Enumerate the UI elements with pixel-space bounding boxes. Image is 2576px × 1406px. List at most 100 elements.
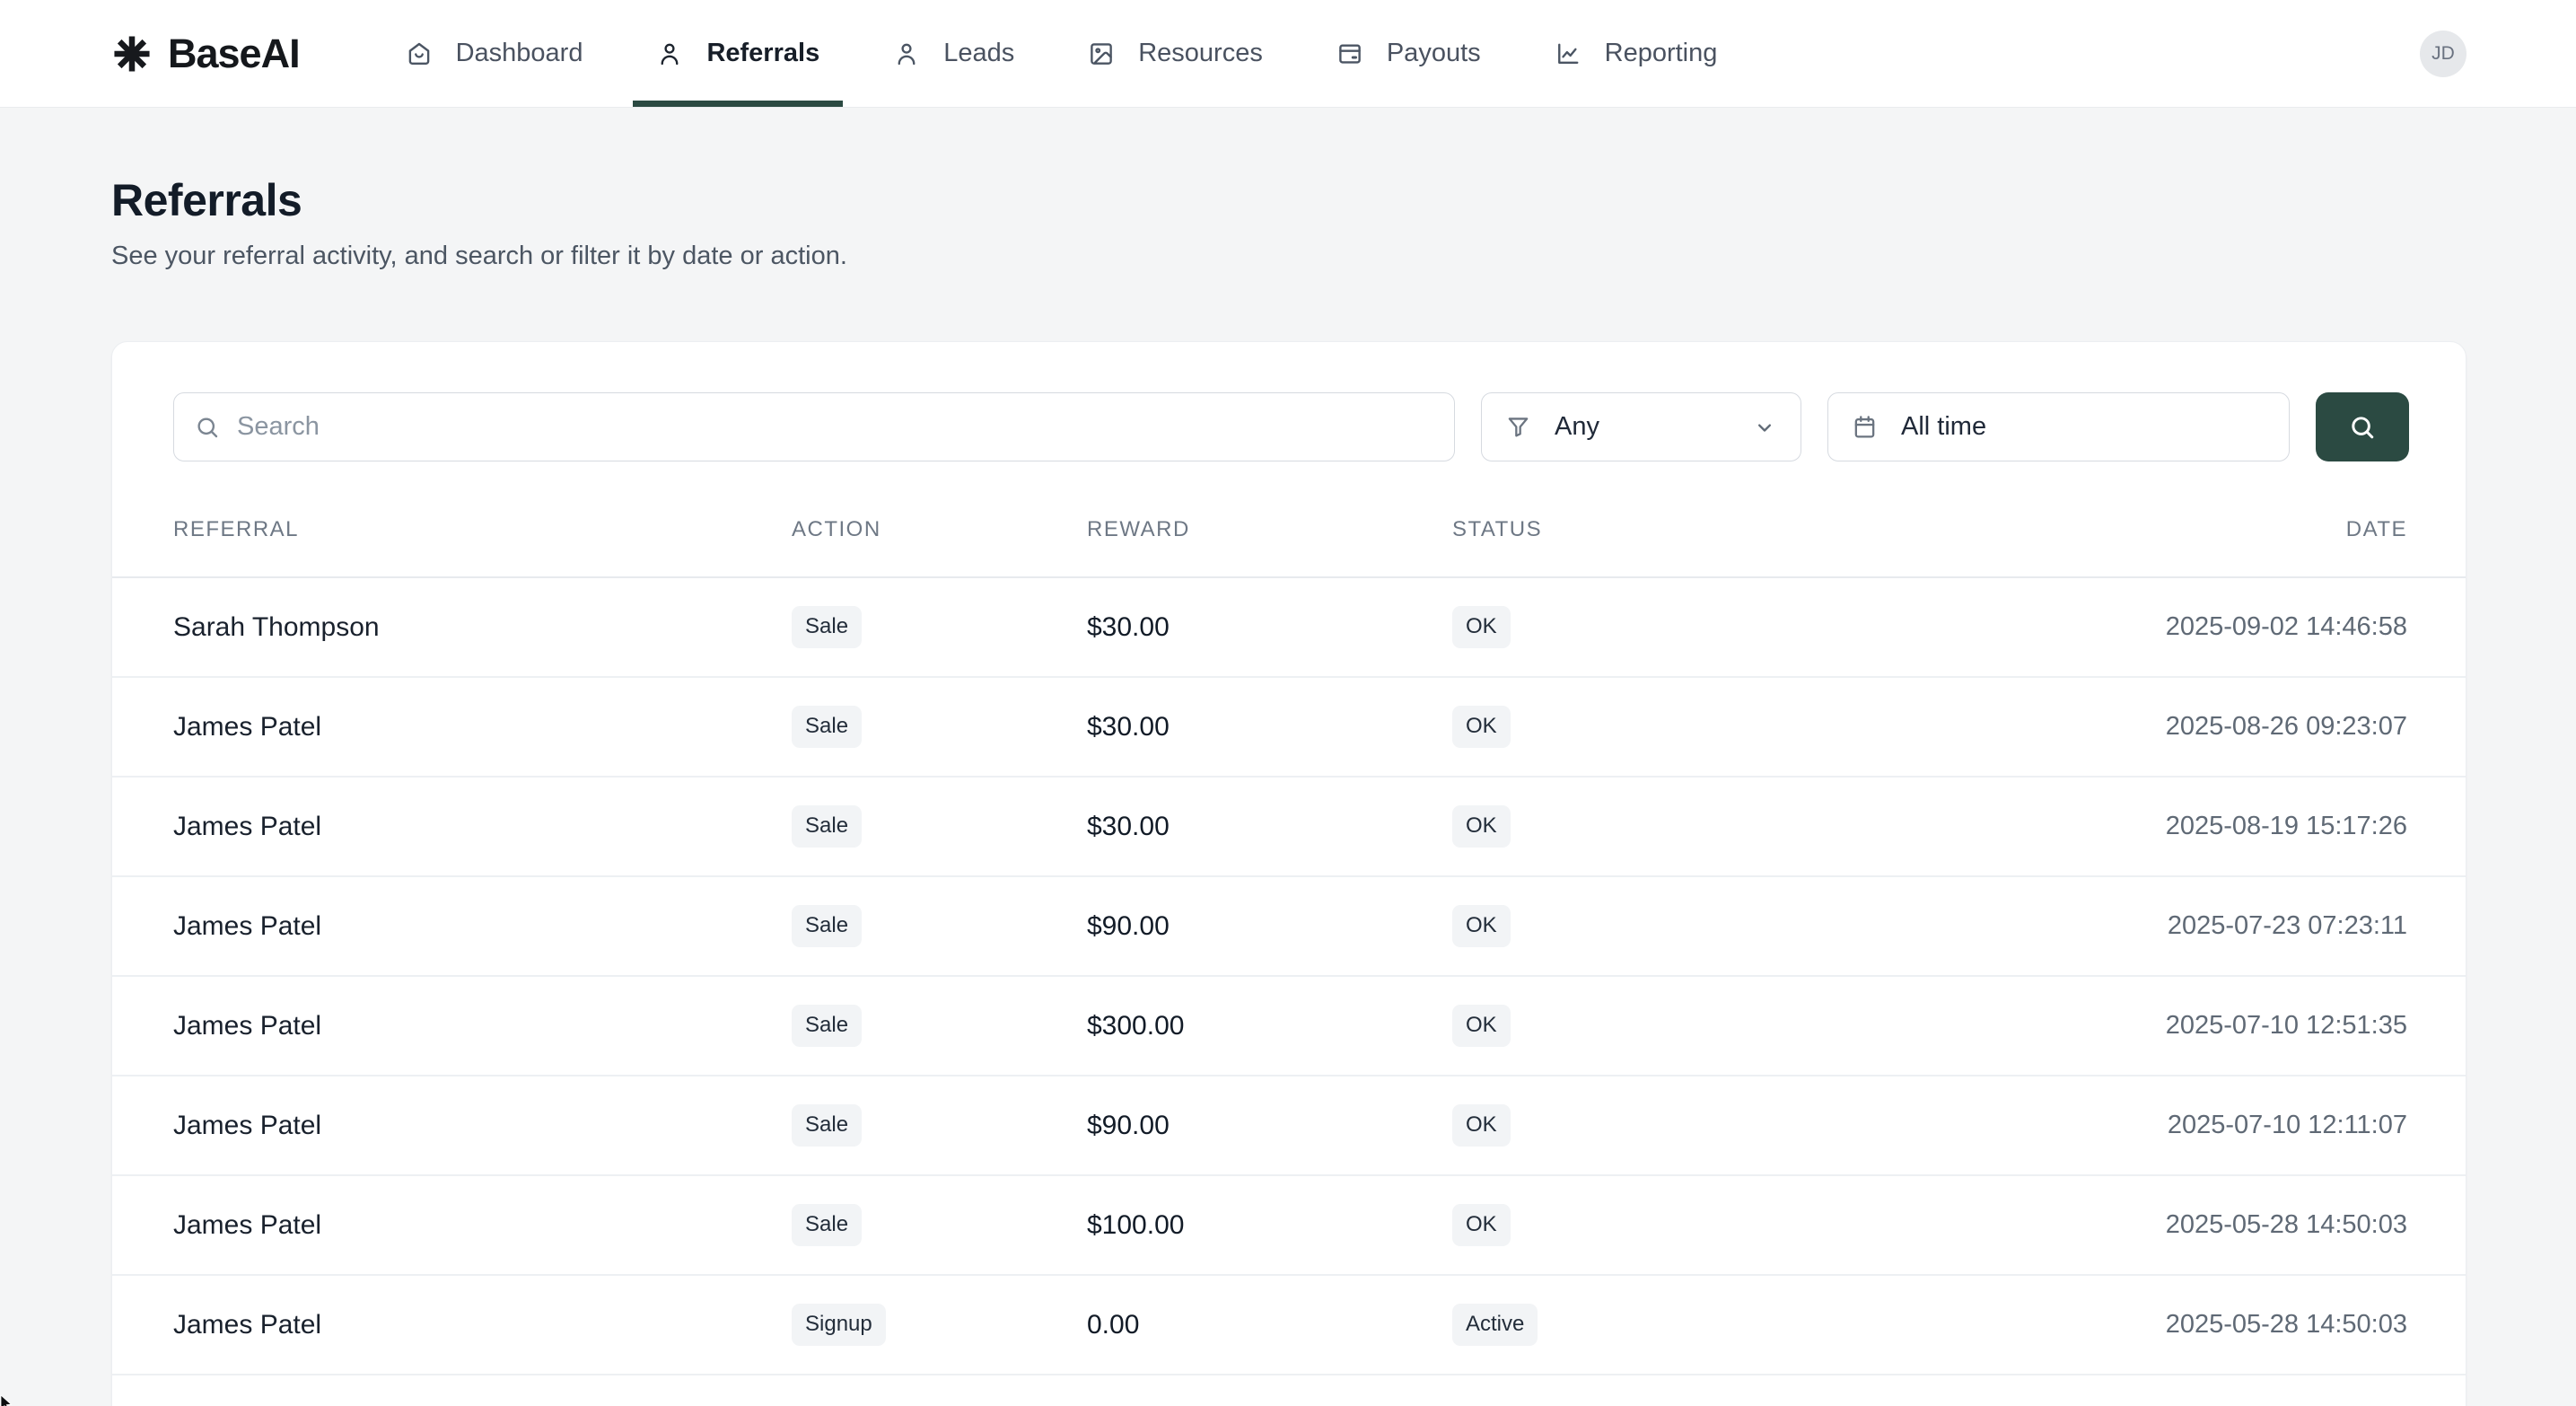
date-cell: 2025-05-28 14:50:03 (2165, 1310, 2407, 1339)
status-cell: OK (1452, 706, 2166, 748)
date-filter-select[interactable]: All time (1827, 392, 2290, 461)
table-row: James Patel Sale $30.00 OK 2025-08-19 15… (112, 778, 2466, 877)
action-cell: Sale (792, 706, 1087, 748)
date-filter-value: All time (1901, 412, 1987, 441)
action-cell: Sale (792, 1005, 1087, 1047)
date-cell: 2025-08-19 15:17:26 (2165, 812, 2407, 840)
status-badge: OK (1452, 1104, 1511, 1147)
main-nav: Dashboard Referrals Leads Resources (382, 0, 1741, 107)
action-badge: Sale (792, 706, 863, 748)
action-cell: Sale (792, 1204, 1087, 1246)
table-row: James Patel Sale $300.00 OK 2025-07-10 1… (112, 977, 2466, 1076)
search-box (173, 392, 1455, 461)
reward-cell: $100.00 (1087, 1209, 1185, 1240)
nav-label: Payouts (1386, 39, 1481, 67)
nav-item-dashboard[interactable]: Dashboard (382, 0, 607, 107)
nav-item-reporting[interactable]: Reporting (1531, 0, 1741, 107)
page-title: Referrals (111, 175, 302, 225)
calendar-icon (1854, 416, 1875, 438)
action-badge: Sale (792, 805, 863, 848)
status-cell: Active (1452, 1304, 2166, 1346)
user-icon (662, 43, 679, 65)
date-cell: 2025-07-23 07:23:11 (2167, 911, 2407, 940)
action-badge: Sale (792, 1204, 863, 1246)
table-header-row: REFERRAL ACTION REWARD STATUS DATE (112, 461, 2466, 578)
user-icon (898, 43, 916, 65)
search-icon (197, 417, 218, 437)
status-badge: OK (1452, 905, 1511, 947)
reward-cell: 0.00 (1087, 1309, 1140, 1340)
reward-cell: $30.00 (1087, 811, 1170, 841)
reward-cell: $300.00 (1087, 1010, 1185, 1041)
action-cell: Sale (792, 1104, 1087, 1147)
referral-name-cell: Sarah Thompson (173, 611, 380, 642)
date-cell: 2025-07-10 12:11:07 (2167, 1111, 2407, 1139)
date-cell: 2025-08-26 09:23:07 (2165, 712, 2407, 741)
main-content: Referrals See your referral activity, an… (0, 108, 2576, 1406)
page-subtitle: See your referral activity, and search o… (111, 242, 847, 270)
status-cell: OK (1452, 1104, 2168, 1147)
referral-name-cell: James Patel (173, 1209, 322, 1240)
date-cell: 2025-05-28 14:50:03 (2165, 1210, 2407, 1239)
column-header-status: STATUS (1452, 517, 1543, 541)
action-cell: Sale (792, 805, 1087, 848)
search-input[interactable] (173, 392, 1455, 461)
referral-name-cell: James Patel (173, 1010, 322, 1041)
action-cell: Sale (792, 905, 1087, 947)
status-badge: OK (1452, 1005, 1511, 1047)
credit-card-icon (1339, 43, 1361, 64)
reward-cell: $90.00 (1087, 1110, 1170, 1140)
status-badge: OK (1452, 706, 1511, 748)
table-row: James Patel Signup 0.00 Active 2025-05-2… (112, 1276, 2466, 1375)
asterisk-logo-icon (114, 35, 150, 72)
referral-name-cell: James Patel (173, 1110, 322, 1140)
status-badge: Active (1452, 1304, 1538, 1346)
date-cell: 2025-09-02 14:46:58 (2165, 612, 2407, 641)
action-filter-select[interactable]: Any (1481, 392, 1801, 461)
reward-cell: $30.00 (1087, 611, 1170, 642)
top-navigation-bar: BaseAI Dashboard Referrals Leads (0, 0, 2576, 108)
user-avatar[interactable]: JD (2420, 30, 2466, 77)
nav-label: Reporting (1604, 39, 1718, 67)
table-row: James Patel Sale $100.00 OK 2025-05-28 1… (112, 1176, 2466, 1276)
date-cell: 2025-07-10 12:51:35 (2165, 1011, 2407, 1040)
chart-line-icon (1557, 43, 1579, 64)
table-row: James Patel Sale $30.00 OK 2025-08-26 09… (112, 678, 2466, 778)
nav-item-referrals[interactable]: Referrals (633, 0, 843, 107)
nav-label: Dashboard (455, 39, 583, 67)
home-smile-icon (408, 42, 429, 65)
referral-name-cell: James Patel (173, 910, 322, 941)
column-header-referral: REFERRAL (173, 517, 300, 541)
status-cell: OK (1452, 905, 2168, 947)
status-badge: OK (1452, 805, 1511, 848)
nav-item-resources[interactable]: Resources (1065, 0, 1286, 107)
brand-name: BaseAI (168, 30, 301, 76)
referral-name-cell: James Patel (173, 811, 322, 841)
reward-cell: $30.00 (1087, 711, 1170, 742)
table-row: Sarah Thompson Sale $30.00 OK 2025-09-02… (112, 578, 2466, 678)
action-badge: Sale (792, 1104, 863, 1147)
brand-logo[interactable]: BaseAI (111, 30, 301, 77)
search-submit-button[interactable] (2316, 392, 2409, 461)
filter-funnel-icon (1508, 417, 1529, 437)
status-cell: OK (1452, 805, 2166, 848)
nav-label: Leads (943, 39, 1015, 67)
status-badge: OK (1452, 606, 1511, 648)
action-badge: Signup (792, 1304, 886, 1346)
status-cell: OK (1452, 1005, 2166, 1047)
action-badge: Sale (792, 1005, 863, 1047)
status-badge: OK (1452, 1204, 1511, 1246)
column-header-reward: REWARD (1087, 517, 1190, 541)
referrals-card: Any All time REFERRAL A (111, 341, 2466, 1406)
table-body: Sarah Thompson Sale $30.00 OK 2025-09-02… (112, 578, 2466, 1375)
action-badge: Sale (792, 606, 863, 648)
nav-item-payouts[interactable]: Payouts (1313, 0, 1504, 107)
action-filter-value: Any (1555, 412, 1599, 441)
nav-item-leads[interactable]: Leads (870, 0, 1038, 107)
column-header-date: DATE (2345, 517, 2407, 541)
reward-cell: $90.00 (1087, 910, 1170, 941)
referral-name-cell: James Patel (173, 711, 322, 742)
action-badge: Sale (792, 905, 863, 947)
status-cell: OK (1452, 606, 2166, 648)
table-row: James Patel Sale $90.00 OK 2025-07-23 07… (112, 877, 2466, 977)
